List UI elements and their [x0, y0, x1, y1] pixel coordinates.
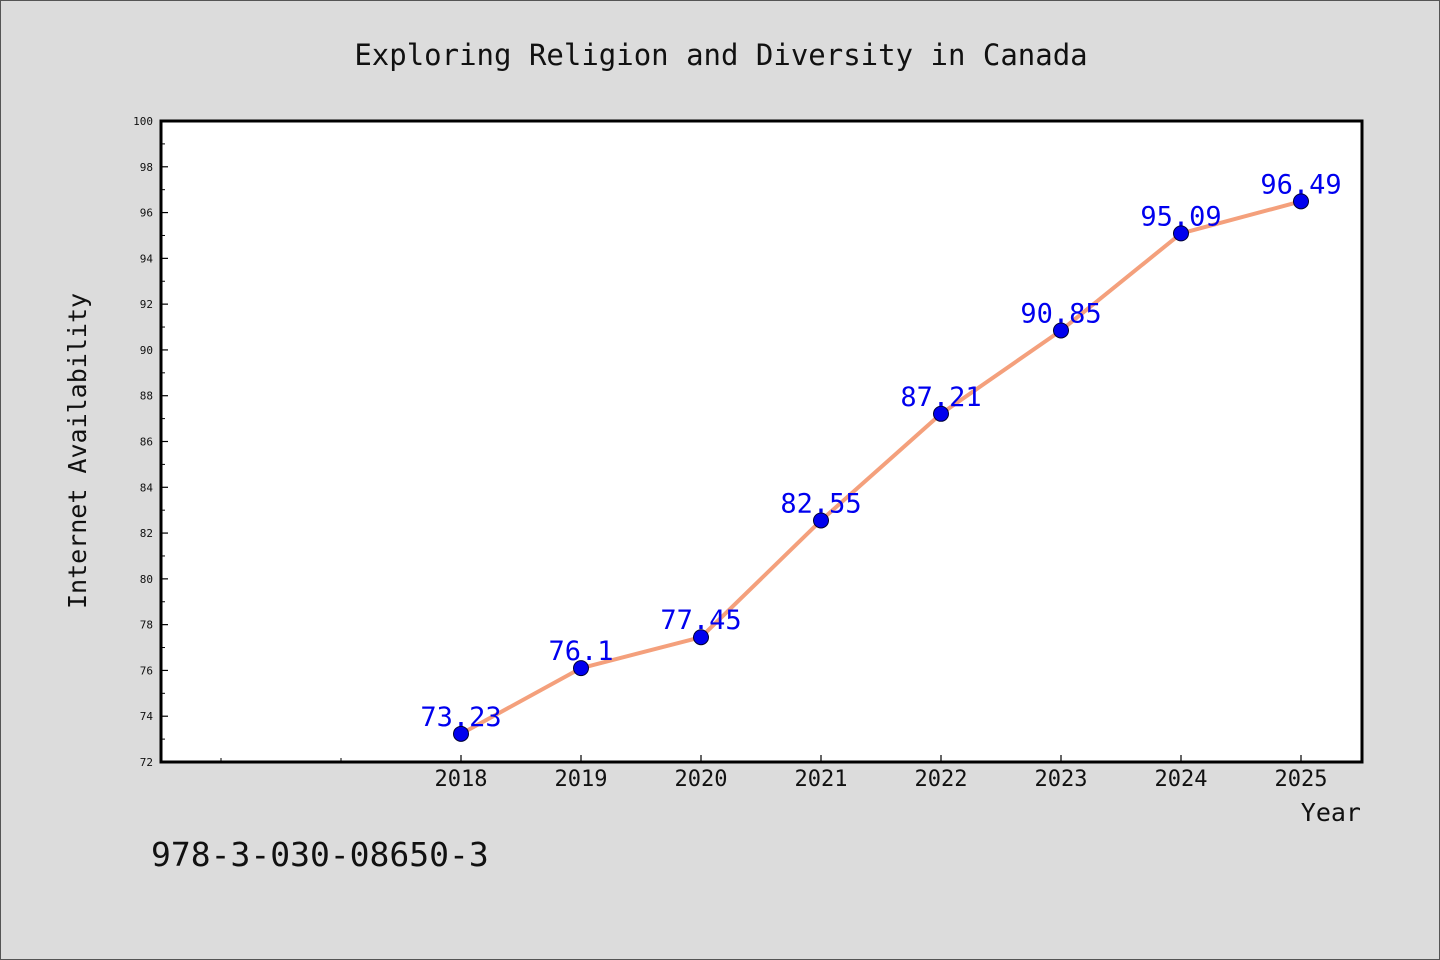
x-axis: 2018 2019 2020 2021 2022 2023 2024 2025 — [220, 755, 1328, 792]
data-points — [453, 193, 1309, 742]
data-point — [693, 629, 709, 646]
y-tick-label: 72 — [140, 756, 153, 769]
data-label: 96.49 — [1260, 169, 1341, 200]
data-label: 73.23 — [420, 702, 501, 733]
y-tick-label: 80 — [140, 573, 153, 586]
y-tick-label: 82 — [140, 527, 153, 540]
series-line — [460, 199, 1302, 736]
x-tick-label: 2020 — [675, 767, 728, 792]
y-axis: 72 74 76 78 80 82 84 86 88 90 92 94 96 98 100 — [133, 115, 168, 769]
series-line-group — [460, 199, 1302, 736]
data-point — [933, 405, 949, 422]
y-tick-label: 78 — [140, 619, 153, 632]
data-label: 76.1 — [548, 636, 613, 667]
plot-area — [159, 119, 1364, 764]
y-tick-label: 98 — [140, 161, 153, 174]
y-tick-label: 92 — [140, 298, 153, 311]
x-tick-label: 2019 — [555, 767, 608, 792]
data-label: 82.55 — [780, 488, 861, 519]
data-label: 90.85 — [1020, 298, 1101, 329]
data-point — [573, 660, 589, 677]
y-tick-label: 94 — [140, 252, 154, 265]
y-tick-label: 74 — [140, 710, 154, 723]
y-tick-label: 96 — [140, 207, 153, 220]
y-tick-label: 100 — [133, 115, 153, 128]
footer-code: 978-3-030-08650-3 — [151, 835, 489, 874]
data-label: 87.21 — [900, 382, 981, 413]
y-tick-label: 76 — [140, 664, 153, 677]
chart-title: Exploring Religion and Diversity in Cana… — [354, 38, 1087, 72]
data-point — [1173, 225, 1189, 242]
data-point — [453, 725, 469, 742]
y-axis-label: Internet Availability — [63, 293, 92, 609]
data-point — [813, 512, 829, 529]
data-point — [1053, 322, 1069, 339]
x-tick-label: 2023 — [1035, 767, 1088, 792]
y-tick-label: 90 — [140, 344, 153, 357]
x-axis-label: Year — [1301, 798, 1361, 827]
x-tick-label: 2021 — [795, 767, 848, 792]
x-tick-label: 2022 — [915, 767, 968, 792]
y-tick-label: 86 — [140, 436, 153, 449]
x-tick-label: 2018 — [435, 767, 488, 792]
y-tick-label: 88 — [140, 390, 153, 403]
x-tick-label: 2025 — [1275, 767, 1328, 792]
y-tick-label: 84 — [140, 481, 154, 494]
data-label: 77.45 — [660, 605, 741, 636]
data-labels: 73.23 76.1 77.45 82.55 87.21 90.85 95.09 96.49 — [420, 169, 1341, 732]
data-point — [1293, 193, 1309, 210]
data-label: 95.09 — [1140, 201, 1221, 232]
x-tick-label: 2024 — [1155, 767, 1208, 792]
